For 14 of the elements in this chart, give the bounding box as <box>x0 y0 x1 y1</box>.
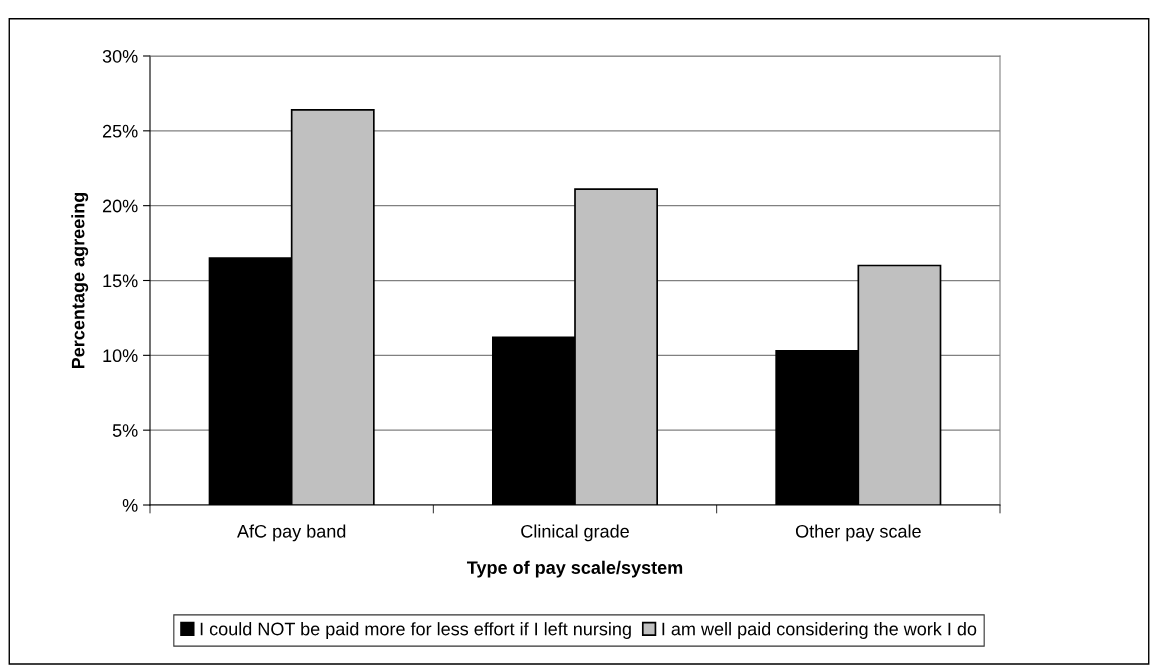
legend-label: I could NOT be paid more for less effort if I left nursing <box>200 622 631 639</box>
x-tick-label: Other pay scale <box>795 524 921 542</box>
y-tick-label: 10% <box>103 349 138 363</box>
legend-label: I am well paid considering the work I do <box>662 622 977 639</box>
x-tick-label: AfC pay band <box>237 524 346 542</box>
y-tick-label: 15% <box>103 274 138 288</box>
y-tick-label: 30% <box>102 49 138 63</box>
y-tick-label: 5% <box>112 424 138 437</box>
y-tick-label: % <box>122 499 138 512</box>
y-tick-label: 20% <box>102 199 138 213</box>
x-tick-label: Clinical grade <box>521 524 629 542</box>
x-axis-title: Type of pay scale/system <box>466 560 683 578</box>
y-axis-title: Percentage agreeing <box>71 192 89 369</box>
y-tick-label: 25% <box>102 124 138 138</box>
